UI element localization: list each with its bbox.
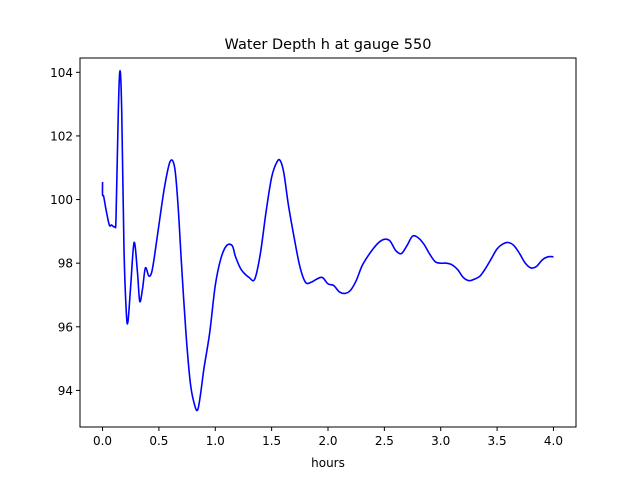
x-tick-label: 1.5 [262,434,281,448]
y-tick-label: 100 [50,193,73,207]
y-tick-label: 96 [58,320,73,334]
plot-area [79,57,577,428]
x-tick-label: 0.5 [149,434,168,448]
y-tick-label: 98 [58,257,73,271]
series-line [101,69,554,412]
y-tick-label: 104 [50,66,73,80]
x-tick-label: 4.0 [544,434,563,448]
y-axis: 94 96 98 100 102 104 [50,66,80,398]
x-tick-label: 0.0 [93,434,112,448]
y-tick-label: 102 [50,129,73,143]
y-tick-label: 94 [58,384,73,398]
x-tick-label: 3.0 [431,434,450,448]
x-tick-label: 3.5 [488,434,507,448]
x-axis-label: hours [311,456,345,470]
x-axis: 0.0 0.5 1.0 1.5 2.0 2.5 3.0 3.5 4.0 [93,427,563,448]
chart-title: Water Depth h at gauge 550 [225,37,432,53]
x-tick-label: 1.0 [206,434,225,448]
x-tick-label: 2.0 [318,434,337,448]
series-layer [101,69,554,412]
x-tick-label: 2.5 [375,434,394,448]
